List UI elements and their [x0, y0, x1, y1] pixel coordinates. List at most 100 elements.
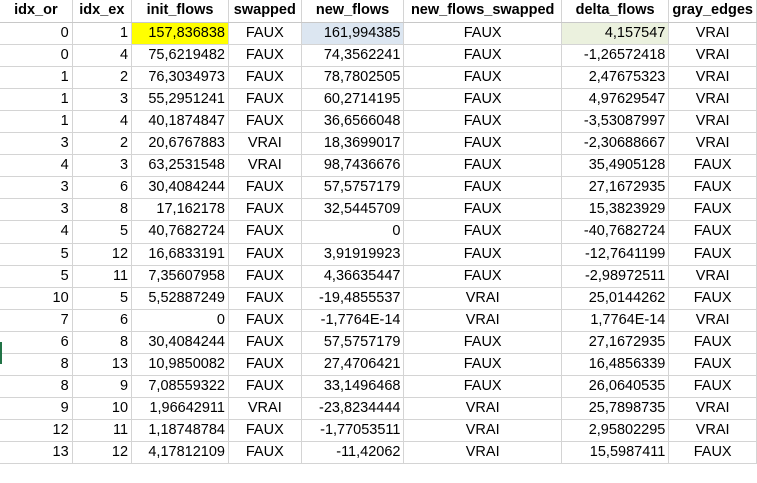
cell-new-flows[interactable]: 60,2714195: [301, 88, 405, 111]
cell-new-flows-swapped[interactable]: FAUX: [403, 243, 562, 266]
cell-new-flows[interactable]: -11,42062: [301, 441, 405, 465]
cell-init-flows[interactable]: 10,9850082: [131, 353, 229, 377]
cell-swapped[interactable]: FAUX: [228, 88, 302, 111]
cell-gray-edges[interactable]: FAUX: [668, 154, 757, 178]
cell-idx-ex[interactable]: 13: [72, 353, 133, 377]
cell-idx-ex[interactable]: 9: [72, 375, 133, 399]
cell-idx-or[interactable]: 4: [0, 220, 73, 244]
cell-new-flows[interactable]: 78,7802505: [301, 66, 405, 89]
cell-gray-edges[interactable]: VRAI: [668, 66, 757, 89]
cell-swapped[interactable]: FAUX: [228, 309, 302, 332]
cell-idx-or[interactable]: 0: [0, 22, 73, 45]
header-gray-edges[interactable]: gray_edges: [668, 0, 757, 23]
cell-gray-edges[interactable]: VRAI: [668, 309, 757, 332]
cell-new-flows-swapped[interactable]: VRAI: [403, 287, 562, 310]
cell-delta-flows[interactable]: -2,98972511: [561, 265, 670, 288]
cell-gray-edges[interactable]: VRAI: [668, 132, 757, 156]
cell-new-flows-swapped[interactable]: FAUX: [403, 220, 562, 244]
cell-idx-or[interactable]: 9: [0, 397, 73, 421]
cell-swapped[interactable]: FAUX: [228, 265, 302, 288]
cell-new-flows[interactable]: 27,4706421: [301, 353, 405, 377]
cell-gray-edges[interactable]: FAUX: [668, 176, 757, 200]
cell-gray-edges[interactable]: VRAI: [668, 44, 757, 67]
cell-new-flows[interactable]: 74,3562241: [301, 44, 405, 67]
cell-idx-ex[interactable]: 2: [72, 132, 133, 156]
cell-swapped[interactable]: FAUX: [228, 441, 302, 465]
cell-swapped[interactable]: FAUX: [228, 198, 302, 222]
cell-idx-or[interactable]: 1: [0, 110, 73, 134]
cell-new-flows[interactable]: -23,8234444: [301, 397, 405, 421]
cell-idx-or[interactable]: 8: [0, 353, 73, 377]
cell-new-flows-swapped[interactable]: FAUX: [403, 22, 562, 45]
header-swapped[interactable]: swapped: [228, 0, 302, 23]
cell-swapped[interactable]: VRAI: [228, 132, 302, 156]
cell-idx-or[interactable]: 3: [0, 176, 73, 200]
cell-swapped[interactable]: FAUX: [228, 220, 302, 244]
cell-new-flows-swapped[interactable]: FAUX: [403, 66, 562, 89]
cell-gray-edges[interactable]: FAUX: [668, 220, 757, 244]
cell-gray-edges[interactable]: VRAI: [668, 265, 757, 288]
cell-init-flows[interactable]: 5,52887249: [131, 287, 229, 310]
cell-new-flows-swapped[interactable]: VRAI: [403, 419, 562, 443]
cell-gray-edges[interactable]: FAUX: [668, 287, 757, 310]
cell-idx-or[interactable]: 3: [0, 198, 73, 222]
cell-delta-flows[interactable]: 26,0640535: [561, 375, 670, 399]
cell-init-flows[interactable]: 55,2951241: [131, 88, 229, 111]
cell-new-flows-swapped[interactable]: VRAI: [403, 441, 562, 465]
cell-idx-or[interactable]: 6: [0, 331, 73, 355]
cell-new-flows[interactable]: 18,3699017: [301, 132, 405, 156]
cell-new-flows-swapped[interactable]: FAUX: [403, 198, 562, 222]
cell-gray-edges[interactable]: VRAI: [668, 397, 757, 421]
cell-idx-or[interactable]: 12: [0, 419, 73, 443]
cell-init-flows[interactable]: 40,7682724: [131, 220, 229, 244]
cell-idx-or[interactable]: 0: [0, 44, 73, 67]
cell-idx-or[interactable]: 5: [0, 243, 73, 266]
cell-swapped[interactable]: FAUX: [228, 331, 302, 355]
cell-idx-or[interactable]: 1: [0, 88, 73, 111]
cell-new-flows-swapped[interactable]: FAUX: [403, 88, 562, 111]
cell-delta-flows[interactable]: 1,7764E-14: [561, 309, 670, 332]
cell-new-flows[interactable]: 161,994385: [301, 22, 405, 45]
cell-idx-or[interactable]: 1: [0, 66, 73, 89]
cell-delta-flows[interactable]: 2,47675323: [561, 66, 670, 89]
cell-gray-edges[interactable]: FAUX: [668, 198, 757, 222]
cell-swapped[interactable]: FAUX: [228, 375, 302, 399]
cell-init-flows[interactable]: 40,1874847: [131, 110, 229, 134]
cell-delta-flows[interactable]: 15,3823929: [561, 198, 670, 222]
cell-gray-edges[interactable]: VRAI: [668, 110, 757, 134]
cell-init-flows[interactable]: 30,4084244: [131, 331, 229, 355]
cell-idx-or[interactable]: 8: [0, 375, 73, 399]
cell-swapped[interactable]: FAUX: [228, 287, 302, 310]
header-init-flows[interactable]: init_flows: [131, 0, 229, 23]
cell-new-flows-swapped[interactable]: VRAI: [403, 397, 562, 421]
cell-swapped[interactable]: VRAI: [228, 154, 302, 178]
cell-init-flows[interactable]: 63,2531548: [131, 154, 229, 178]
cell-gray-edges[interactable]: VRAI: [668, 88, 757, 111]
cell-init-flows[interactable]: 20,6767883: [131, 132, 229, 156]
cell-swapped[interactable]: FAUX: [228, 353, 302, 377]
cell-delta-flows[interactable]: -12,7641199: [561, 243, 670, 266]
cell-delta-flows[interactable]: -3,53087997: [561, 110, 670, 134]
cell-delta-flows[interactable]: 27,1672935: [561, 176, 670, 200]
cell-init-flows[interactable]: 7,35607958: [131, 265, 229, 288]
cell-new-flows-swapped[interactable]: FAUX: [403, 154, 562, 178]
cell-delta-flows[interactable]: -2,30688667: [561, 132, 670, 156]
cell-delta-flows[interactable]: 2,95802295: [561, 419, 670, 443]
cell-new-flows[interactable]: 98,7436676: [301, 154, 405, 178]
cell-swapped[interactable]: FAUX: [228, 110, 302, 134]
cell-idx-ex[interactable]: 10: [72, 397, 133, 421]
cell-new-flows-swapped[interactable]: FAUX: [403, 375, 562, 399]
cell-idx-or[interactable]: 7: [0, 309, 73, 332]
cell-init-flows[interactable]: 16,6833191: [131, 243, 229, 266]
cell-swapped[interactable]: FAUX: [228, 66, 302, 89]
cell-new-flows[interactable]: 0: [301, 220, 405, 244]
cell-init-flows[interactable]: 1,18748784: [131, 419, 229, 443]
cell-gray-edges[interactable]: FAUX: [668, 243, 757, 266]
cell-new-flows[interactable]: 57,5757179: [301, 176, 405, 200]
cell-new-flows-swapped[interactable]: FAUX: [403, 44, 562, 67]
cell-delta-flows[interactable]: 16,4856339: [561, 353, 670, 377]
cell-delta-flows[interactable]: 4,157547: [561, 22, 670, 45]
cell-idx-ex[interactable]: 12: [72, 243, 133, 266]
cell-swapped[interactable]: FAUX: [228, 176, 302, 200]
cell-gray-edges[interactable]: FAUX: [668, 375, 757, 399]
